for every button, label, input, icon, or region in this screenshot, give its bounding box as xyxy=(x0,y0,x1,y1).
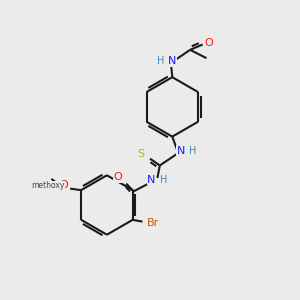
Text: Br: Br xyxy=(146,218,159,228)
Text: S: S xyxy=(137,148,145,159)
Text: N: N xyxy=(177,146,185,156)
Text: N: N xyxy=(147,175,156,185)
Text: N: N xyxy=(168,56,176,66)
Text: H: H xyxy=(157,56,164,66)
Text: H: H xyxy=(189,146,196,156)
Text: O: O xyxy=(204,38,213,48)
Text: H: H xyxy=(160,175,167,185)
Text: O: O xyxy=(59,180,68,190)
Text: methoxy: methoxy xyxy=(31,181,64,190)
Text: O: O xyxy=(113,172,122,182)
